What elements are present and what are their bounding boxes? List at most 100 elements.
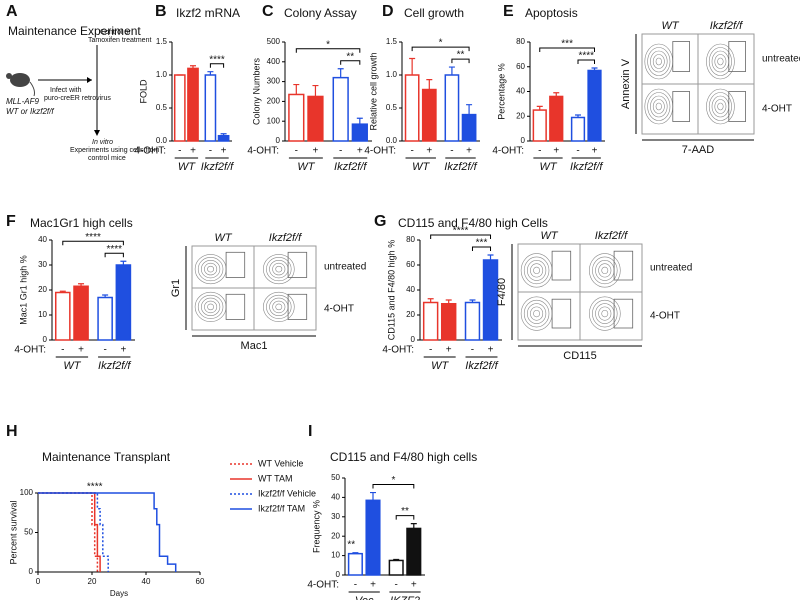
x-tick-label: + (466, 146, 472, 157)
arrow-head (87, 77, 92, 83)
significance: **** (453, 226, 469, 237)
flow-contour (533, 309, 540, 318)
bar (440, 303, 457, 341)
significance-bracket (372, 484, 415, 489)
group-label: Vec (355, 595, 374, 600)
treatment-label: 4-OHT: (382, 345, 414, 356)
significance-bracket (577, 59, 595, 64)
x-tick-label: - (538, 146, 541, 157)
panel-letter: F (6, 213, 16, 230)
treatment-label: 4-OHT: (247, 146, 279, 157)
y-tick-label: 0.5 (156, 103, 168, 112)
bar (73, 285, 89, 341)
panel-letter: G (374, 213, 386, 230)
error-bar (59, 290, 66, 293)
group-label: Ikzf2f/f (334, 161, 367, 173)
flow-contour (197, 257, 224, 282)
y-tick-label: 40 (406, 285, 415, 294)
flow-gate (287, 251, 308, 278)
y-axis-label: CD115 and F4/80 high % (386, 240, 396, 340)
treatment-label: 4-OHT: (364, 146, 396, 157)
group-label: WT (431, 360, 449, 372)
error-bar (591, 67, 598, 71)
error-bar (207, 71, 214, 75)
x-tick-label: + (370, 580, 376, 591)
flow-row-label: untreated (762, 54, 800, 65)
significance: **** (85, 232, 101, 243)
x-tick-label: + (488, 345, 494, 356)
error-bar (426, 79, 433, 90)
bar (307, 95, 324, 142)
error-bar (427, 298, 434, 303)
chart-title: Ikzf2 mRNA (176, 6, 240, 20)
y-tick-label: 20 (38, 285, 47, 294)
group-label: Ikzf2f/f (98, 360, 131, 372)
chart-title: Mac1Gr1 high cells (30, 216, 133, 230)
flow-y-label: Gr1 (170, 279, 182, 297)
x-tick-label: - (450, 146, 453, 157)
y-tick-label: 10 (331, 551, 340, 560)
flow-gate (225, 293, 246, 320)
chart-title: CD115 and F4/80 high Cells (398, 216, 548, 230)
significance: **** (87, 482, 103, 493)
significance-bracket (62, 240, 124, 246)
x-tick-label: - (395, 580, 398, 591)
flow-contour (207, 265, 214, 273)
y-axis-label: Frequency % (311, 500, 321, 553)
flow-column-label: WT (540, 230, 558, 242)
flow-row-label: 4-OHT (650, 311, 680, 322)
group-label: IKZF2 (390, 595, 420, 600)
bar (532, 109, 547, 142)
flow-contour (714, 99, 727, 114)
y-tick-label: 40 (516, 87, 525, 96)
group-label: Ikzf2f/f (201, 161, 234, 173)
error-bar (120, 260, 127, 265)
x-tick-label: + (411, 580, 417, 591)
flow-contour (523, 299, 550, 328)
group-label: WT (539, 161, 557, 173)
bar (97, 296, 113, 341)
y-tick-label: 20 (331, 531, 340, 540)
panel-letter: C (262, 3, 274, 20)
significance: ** (457, 50, 465, 61)
y-tick-label: 50 (24, 528, 33, 537)
y-tick-label: 40 (38, 235, 47, 244)
error-bar (293, 83, 300, 95)
flow-gate (613, 298, 634, 329)
survival-line (38, 492, 177, 572)
significance-bracket (395, 515, 415, 520)
error-bar (469, 299, 476, 303)
y-axis-label: Mac1 Gr1 high % (18, 255, 28, 325)
y-axis-label: FOLD (138, 79, 148, 104)
flow-contour (650, 50, 668, 73)
treatment-label: Control or (100, 29, 131, 36)
flow-contour (266, 257, 292, 282)
flow-row-label: 4-OHT (762, 104, 792, 115)
error-bar (393, 558, 400, 561)
y-tick-label: 0 (336, 570, 341, 579)
flow-contour (201, 259, 221, 279)
experiment-label: In vitro (92, 139, 113, 146)
flow-contour (588, 253, 621, 288)
bar (288, 93, 305, 142)
error-bar (312, 84, 319, 97)
y-tick-label: 400 (267, 57, 281, 66)
flow-contour (652, 54, 665, 69)
bar (365, 499, 381, 576)
error-bar (487, 254, 494, 260)
y-tick-label: 200 (267, 97, 281, 106)
x-tick-label: - (354, 580, 357, 591)
flow-gate (225, 251, 246, 278)
flow-contour (272, 300, 286, 314)
y-tick-label: 0.5 (386, 103, 398, 112)
y-tick-label: 300 (267, 77, 281, 86)
treatment-label: Tamoxifen treatment (88, 37, 151, 44)
x-tick-label: + (221, 146, 227, 157)
x-tick-label: - (576, 146, 579, 157)
flow-contour (588, 296, 621, 331)
group-label: Ikzf2f/f (444, 161, 477, 173)
bar (404, 74, 420, 142)
infect-label: Infect with (50, 87, 82, 94)
y-tick-label: 20 (516, 111, 525, 120)
group-label: WT (178, 161, 196, 173)
